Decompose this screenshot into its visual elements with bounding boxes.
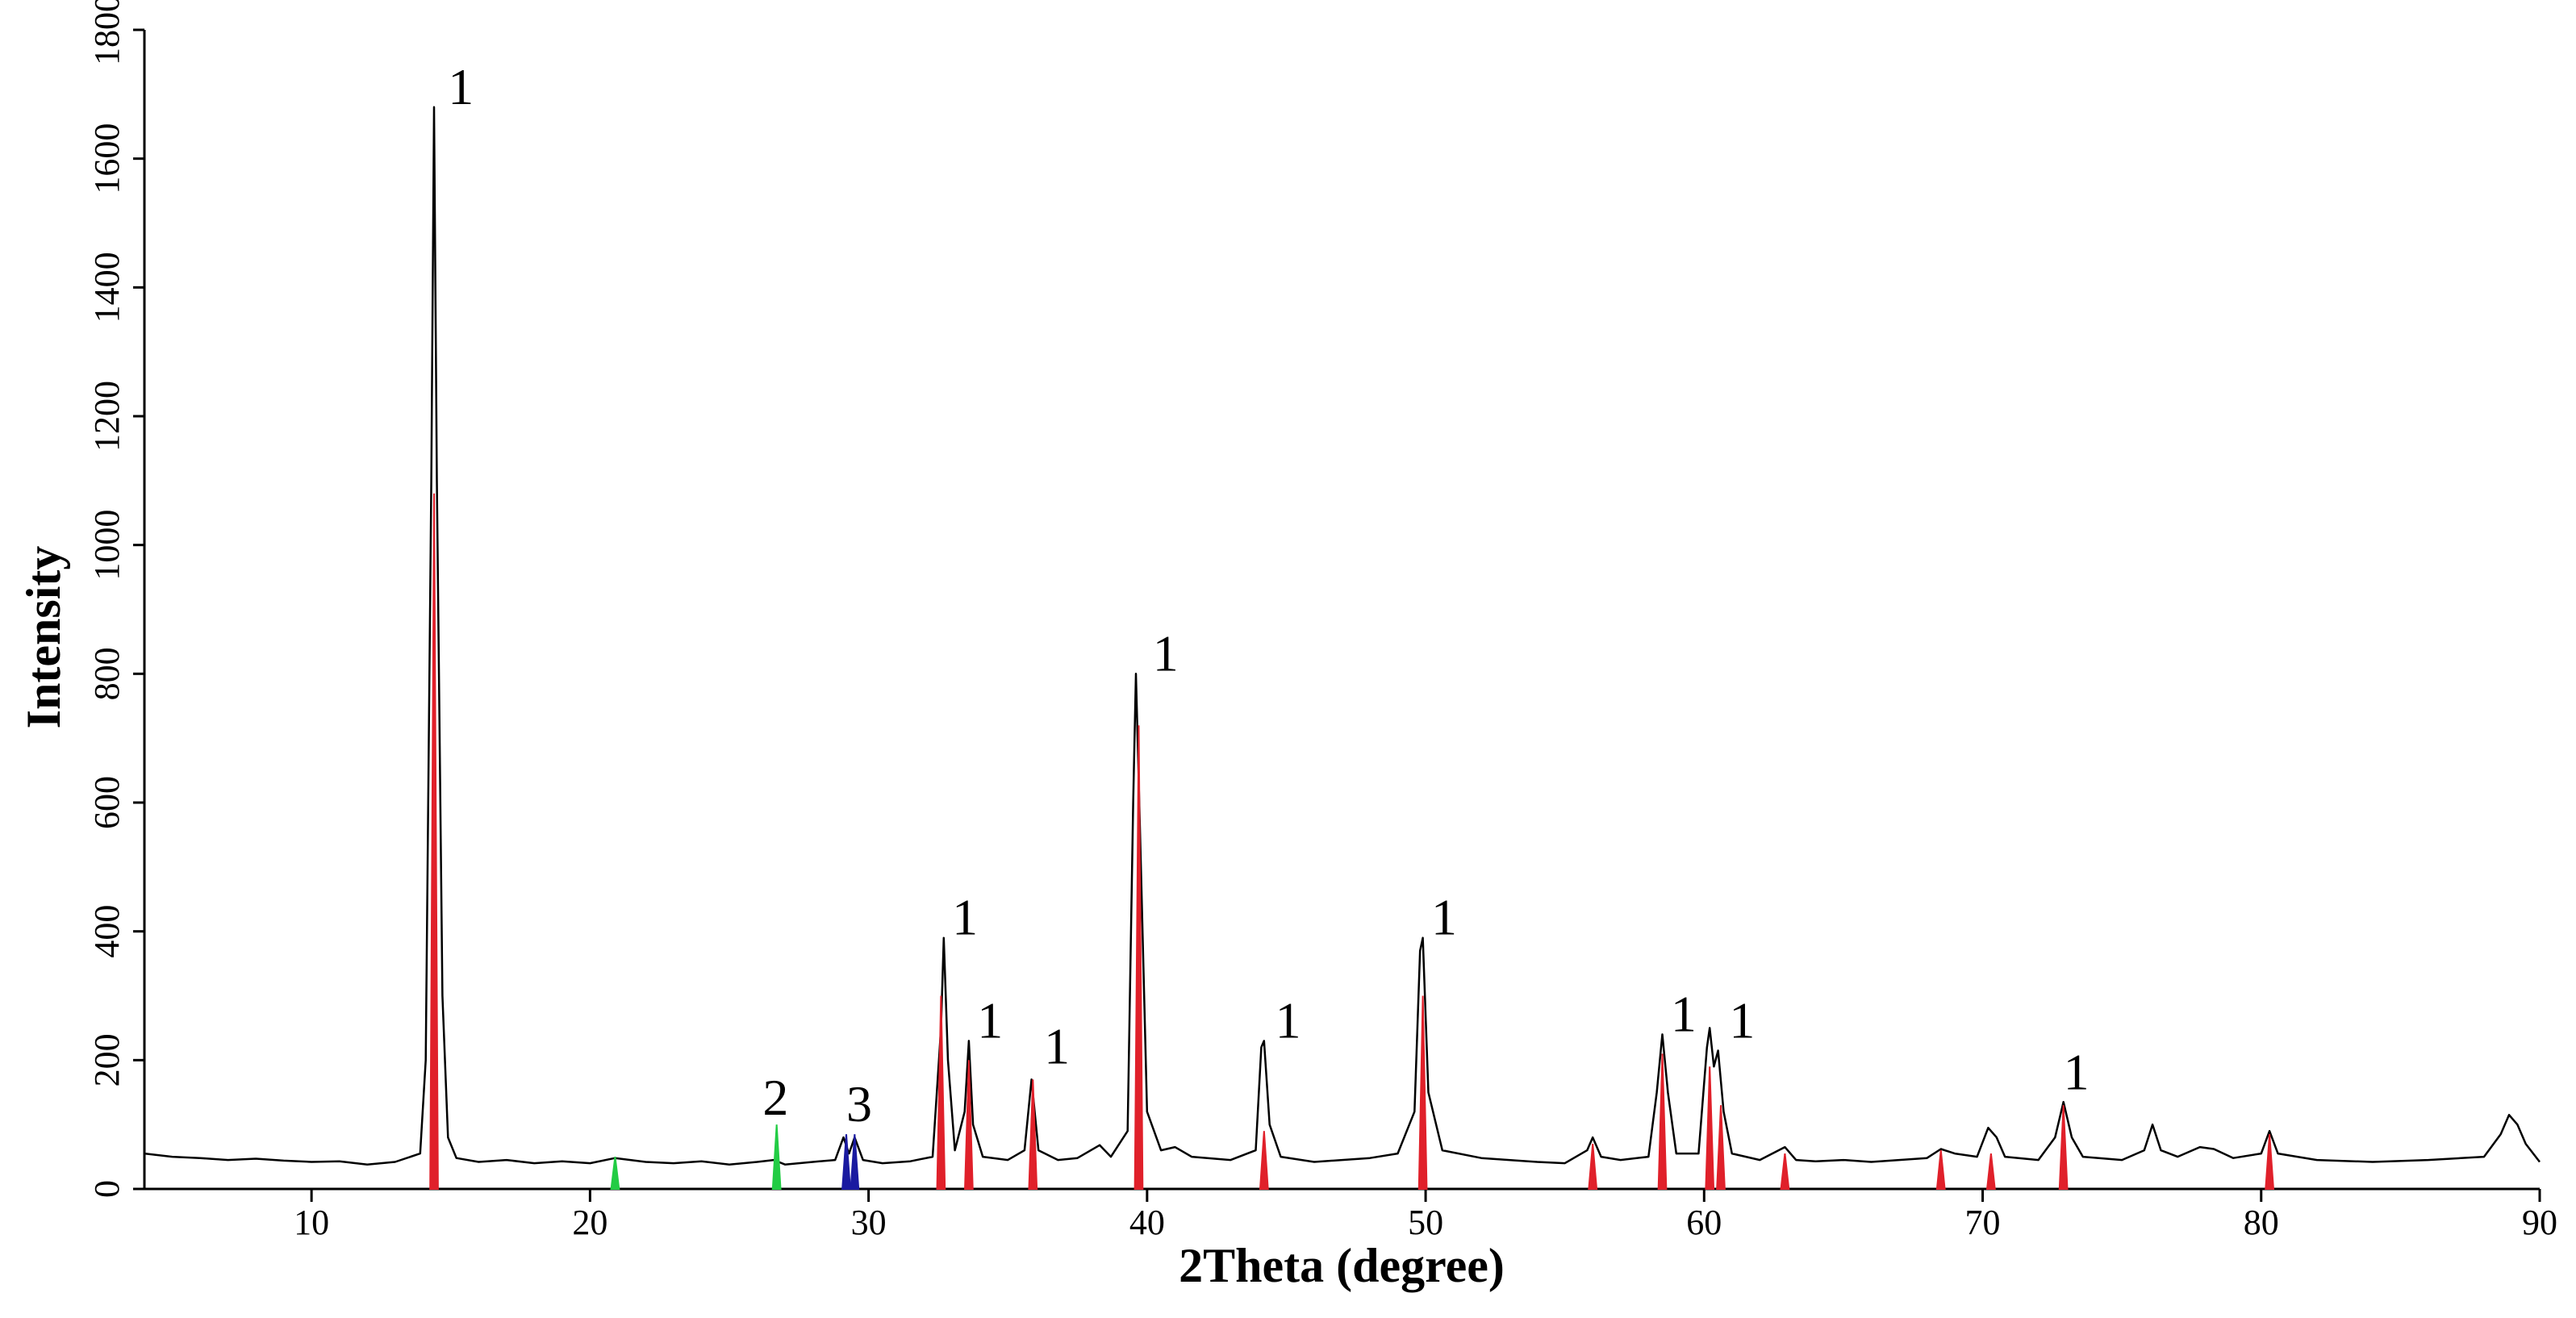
reference-peak (610, 1156, 620, 1190)
reference-peak (1935, 1149, 1946, 1190)
reference-peak (1259, 1131, 1269, 1190)
x-tick-label: 40 (1129, 1203, 1165, 1242)
y-tick-label: 800 (87, 647, 127, 700)
peak-label: 1 (1275, 991, 1301, 1049)
reference-peak (1716, 1105, 1726, 1190)
y-tick-label: 400 (87, 905, 127, 958)
peak-label: 1 (1671, 985, 1697, 1042)
x-tick-label: 10 (294, 1203, 329, 1242)
peak-label: 1 (1729, 991, 1755, 1049)
y-tick-label: 1600 (87, 123, 127, 194)
reference-peak (1705, 1066, 1715, 1190)
reference-peak (2265, 1134, 2275, 1190)
reference-peak (1028, 1079, 1038, 1190)
peak-label: 1 (2064, 1043, 2090, 1100)
peak-label: 1 (448, 58, 474, 115)
peak-label: 1 (977, 991, 1003, 1049)
y-axis-title: Intensity (17, 546, 70, 729)
reference-peak (936, 995, 946, 1190)
y-tick-label: 1800 (87, 0, 127, 65)
x-tick-label: 60 (1686, 1203, 1722, 1242)
reference-peak (850, 1134, 860, 1190)
y-tick-label: 200 (87, 1033, 127, 1087)
x-axis-title: 2Theta (degree) (1179, 1239, 1505, 1292)
y-tick-label: 0 (87, 1180, 127, 1198)
x-tick-label: 50 (1408, 1203, 1443, 1242)
y-tick-label: 1000 (87, 510, 127, 581)
reference-peak (1985, 1153, 1996, 1190)
pattern-line (144, 106, 2541, 1166)
reference-peak (429, 493, 439, 1190)
x-tick-label: 90 (2522, 1203, 2557, 1242)
peak-label: 2 (762, 1069, 788, 1126)
reference-peak (1657, 1053, 1668, 1190)
y-tick-label: 1400 (87, 252, 127, 323)
peak-label: 1 (1431, 889, 1457, 946)
reference-peak (1134, 725, 1144, 1190)
peak-label: 3 (846, 1075, 872, 1132)
x-tick-label: 80 (2244, 1203, 2279, 1242)
x-tick-label: 20 (572, 1203, 607, 1242)
x-tick-label: 30 (851, 1203, 887, 1242)
reference-peak (1780, 1153, 1790, 1190)
peak-label: 1 (1044, 1017, 1070, 1074)
reference-peak (1588, 1144, 1598, 1190)
reference-peak (771, 1124, 782, 1190)
peak-label: 1 (1153, 624, 1179, 682)
reference-peak (2058, 1105, 2069, 1190)
reference-peak (964, 1060, 974, 1190)
reference-peak (1417, 995, 1428, 1190)
y-tick-label: 600 (87, 776, 127, 829)
x-tick-label: 70 (1965, 1203, 2001, 1242)
peak-label: 1 (952, 889, 978, 946)
reference-peak (841, 1134, 851, 1190)
y-tick-label: 1200 (87, 381, 127, 452)
